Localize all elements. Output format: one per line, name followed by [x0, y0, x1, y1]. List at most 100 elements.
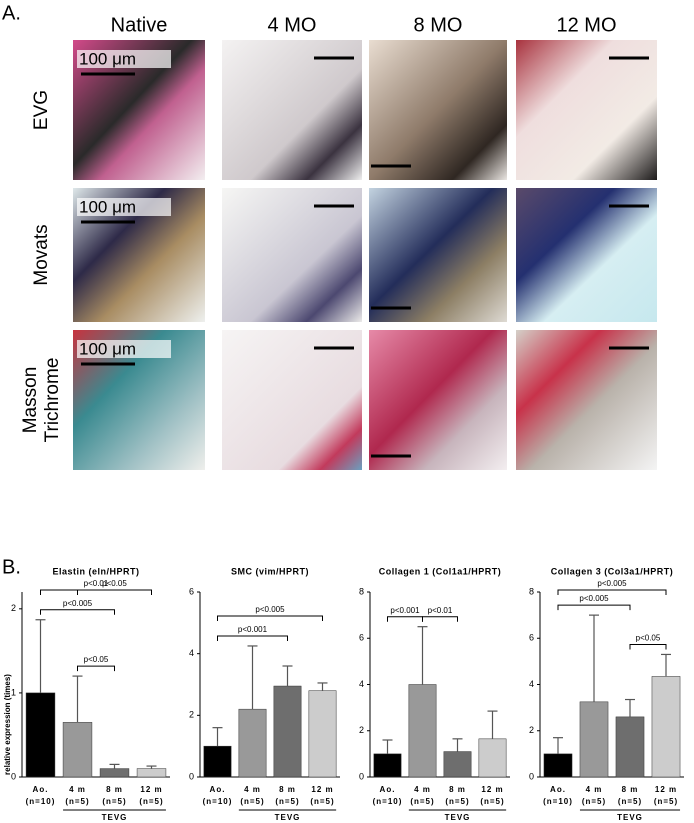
- n-label: (n=5): [139, 797, 163, 806]
- significance-bracket: [422, 616, 458, 622]
- y-axis-label: relative expression (times): [3, 674, 12, 775]
- n-label: (n=5): [582, 797, 606, 806]
- row-label: Movats: [31, 224, 52, 285]
- y-tick-label: 6: [189, 586, 194, 596]
- x-tick-label: 12 m: [655, 785, 677, 794]
- micrograph: [516, 330, 657, 470]
- row-label: Masson: [20, 367, 41, 434]
- bar: [579, 701, 609, 778]
- group-label: TEVG: [617, 813, 643, 822]
- x-tick-label: 4 m: [244, 785, 261, 794]
- n-label: (n=5): [654, 797, 678, 806]
- n-label: (n=10): [26, 797, 56, 806]
- y-tick-label: 0: [11, 771, 16, 781]
- micrograph: [369, 40, 507, 180]
- x-tick-label: 8 m: [449, 785, 466, 794]
- significance-bracket: [217, 615, 323, 621]
- y-tick-label: 1: [11, 687, 16, 697]
- significance-bracket: [217, 635, 288, 641]
- significance-label: p<0.005: [63, 599, 93, 608]
- row-label: Trichrome: [42, 358, 63, 443]
- significance-label: p<0.05: [84, 655, 109, 664]
- y-tick-label: 2: [189, 710, 194, 720]
- significance-bracket: [40, 609, 115, 615]
- bar: [408, 684, 437, 778]
- column-header: 4 MO: [268, 14, 317, 36]
- bar: [238, 708, 267, 778]
- scale-label-bg: [77, 198, 171, 216]
- significance-bracket: [77, 589, 152, 595]
- x-tick-label: 12 m: [311, 785, 333, 794]
- bar: [25, 692, 56, 778]
- n-label: (n=5): [275, 797, 299, 806]
- scale-label: 100 μm: [79, 339, 136, 358]
- bar: [99, 768, 130, 778]
- column-header: 8 MO: [414, 14, 463, 36]
- y-tick-label: 4: [359, 679, 364, 689]
- y-tick-label: 2: [11, 603, 16, 613]
- n-label: (n=5): [102, 797, 126, 806]
- x-tick-label: Ao.: [33, 785, 49, 794]
- bar: [273, 685, 302, 778]
- scale-label: 100 μm: [79, 49, 136, 68]
- x-tick-label: Ao.: [380, 785, 396, 794]
- y-tick-label: 0: [189, 771, 194, 781]
- scale-label-bg: [77, 50, 171, 68]
- bar: [443, 751, 472, 778]
- n-label: (n=5): [310, 797, 334, 806]
- chart-title: Elastin (eln/HPRT): [52, 566, 139, 576]
- x-tick-label: 4 m: [586, 785, 603, 794]
- significance-bracket: [40, 589, 152, 595]
- micrograph: [222, 188, 362, 322]
- bar: [62, 722, 93, 778]
- scale-label-bg: [77, 340, 171, 358]
- n-label: (n=5): [445, 797, 469, 806]
- x-tick-label: 8 m: [279, 785, 296, 794]
- y-tick-label: 2: [359, 725, 364, 735]
- group-label: TEVG: [445, 813, 471, 822]
- panel-label: A.: [2, 2, 21, 24]
- significance-bracket: [557, 604, 631, 611]
- y-tick-label: 6: [359, 633, 364, 643]
- n-label: (n=5): [65, 797, 89, 806]
- bar: [136, 768, 167, 778]
- chart-title: Collagen 1 (Col1a1/HPRT): [379, 566, 502, 576]
- bar: [308, 690, 337, 778]
- y-tick-label: 2: [529, 725, 534, 735]
- n-label: (n=5): [410, 797, 434, 806]
- x-tick-label: 12 m: [140, 785, 162, 794]
- chart-title: Collagen 3 (Col3a1/HPRT): [551, 566, 674, 576]
- x-tick-label: 8 m: [106, 785, 123, 794]
- y-tick-label: 8: [359, 586, 364, 596]
- column-header: Native: [111, 14, 168, 36]
- micrograph: [516, 188, 657, 322]
- significance-bracket: [387, 616, 423, 622]
- y-tick-label: 0: [529, 771, 534, 781]
- micrograph: [222, 330, 362, 470]
- micrograph: [516, 40, 657, 180]
- x-tick-label: 12 m: [481, 785, 503, 794]
- x-tick-label: Ao.: [550, 785, 566, 794]
- group-label: TEVG: [275, 813, 301, 822]
- micrograph: [369, 188, 507, 322]
- bar: [615, 716, 645, 778]
- x-tick-label: Ao.: [210, 785, 226, 794]
- significance-bracket: [629, 643, 667, 650]
- x-tick-label: 4 m: [69, 785, 86, 794]
- y-tick-label: 8: [529, 586, 534, 596]
- y-tick-label: 6: [529, 633, 534, 643]
- bar: [543, 753, 573, 778]
- scale-label: 100 μm: [79, 197, 136, 216]
- micrograph: [222, 40, 362, 180]
- significance-bracket: [77, 665, 115, 672]
- n-label: (n=5): [618, 797, 642, 806]
- column-header: 12 MO: [556, 14, 616, 36]
- significance-label: p<0.005: [597, 579, 627, 588]
- y-tick-label: 4: [529, 679, 534, 689]
- x-tick-label: 8 m: [622, 785, 639, 794]
- n-label: (n=10): [373, 797, 403, 806]
- bar: [478, 738, 507, 778]
- panel-label: B.: [2, 556, 21, 578]
